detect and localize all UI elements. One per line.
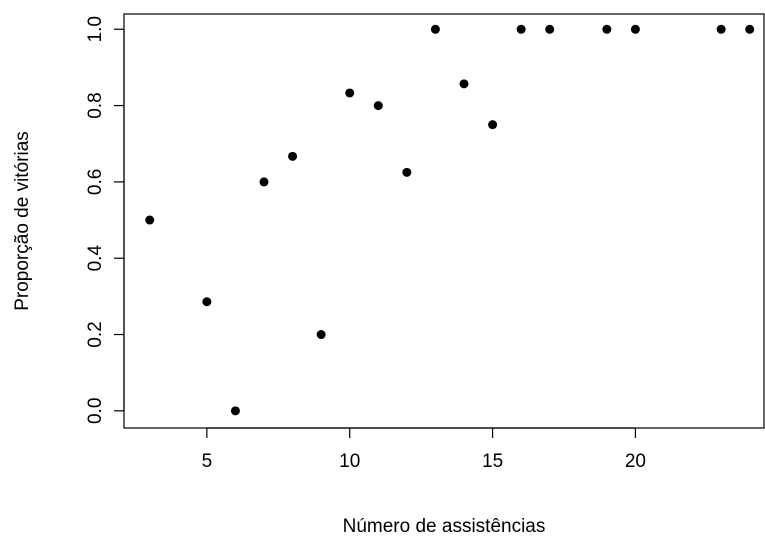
y-tick-label: 0.2 xyxy=(85,321,106,347)
data-point xyxy=(516,24,526,34)
data-point xyxy=(345,88,355,98)
data-point xyxy=(288,151,298,161)
x-axis: 5 10 15 20 xyxy=(202,427,646,472)
data-point xyxy=(202,297,212,307)
y-axis: 0.0 0.2 0.4 0.6 0.8 1.0 xyxy=(85,16,125,424)
data-point xyxy=(459,79,469,89)
data-point xyxy=(230,406,240,416)
y-axis-label: Proporção de vitórias xyxy=(12,131,33,311)
x-tick-label: 20 xyxy=(625,451,646,472)
y-tick-label: 0.4 xyxy=(85,245,106,272)
data-point xyxy=(602,24,612,34)
plot-box xyxy=(123,13,765,429)
x-tick-label: 10 xyxy=(339,451,360,472)
data-point xyxy=(488,120,498,130)
x-axis-label: Número de assistências xyxy=(343,516,546,537)
data-point xyxy=(402,167,412,177)
y-tick-label: 1.0 xyxy=(85,16,106,42)
data-point xyxy=(745,24,755,34)
data-point xyxy=(259,177,269,187)
y-tick-label: 0.0 xyxy=(85,398,106,424)
y-tick-label: 0.6 xyxy=(85,169,106,195)
data-point xyxy=(430,24,440,34)
x-tick-label: 15 xyxy=(482,451,503,472)
y-tick-label: 0.8 xyxy=(85,92,106,118)
x-tick-label: 5 xyxy=(202,451,213,472)
data-point xyxy=(145,215,155,225)
data-point xyxy=(373,101,383,111)
data-point xyxy=(545,24,555,34)
data-point xyxy=(630,24,640,34)
data-point xyxy=(316,330,326,340)
data-point xyxy=(716,24,726,34)
data-points xyxy=(145,24,755,416)
